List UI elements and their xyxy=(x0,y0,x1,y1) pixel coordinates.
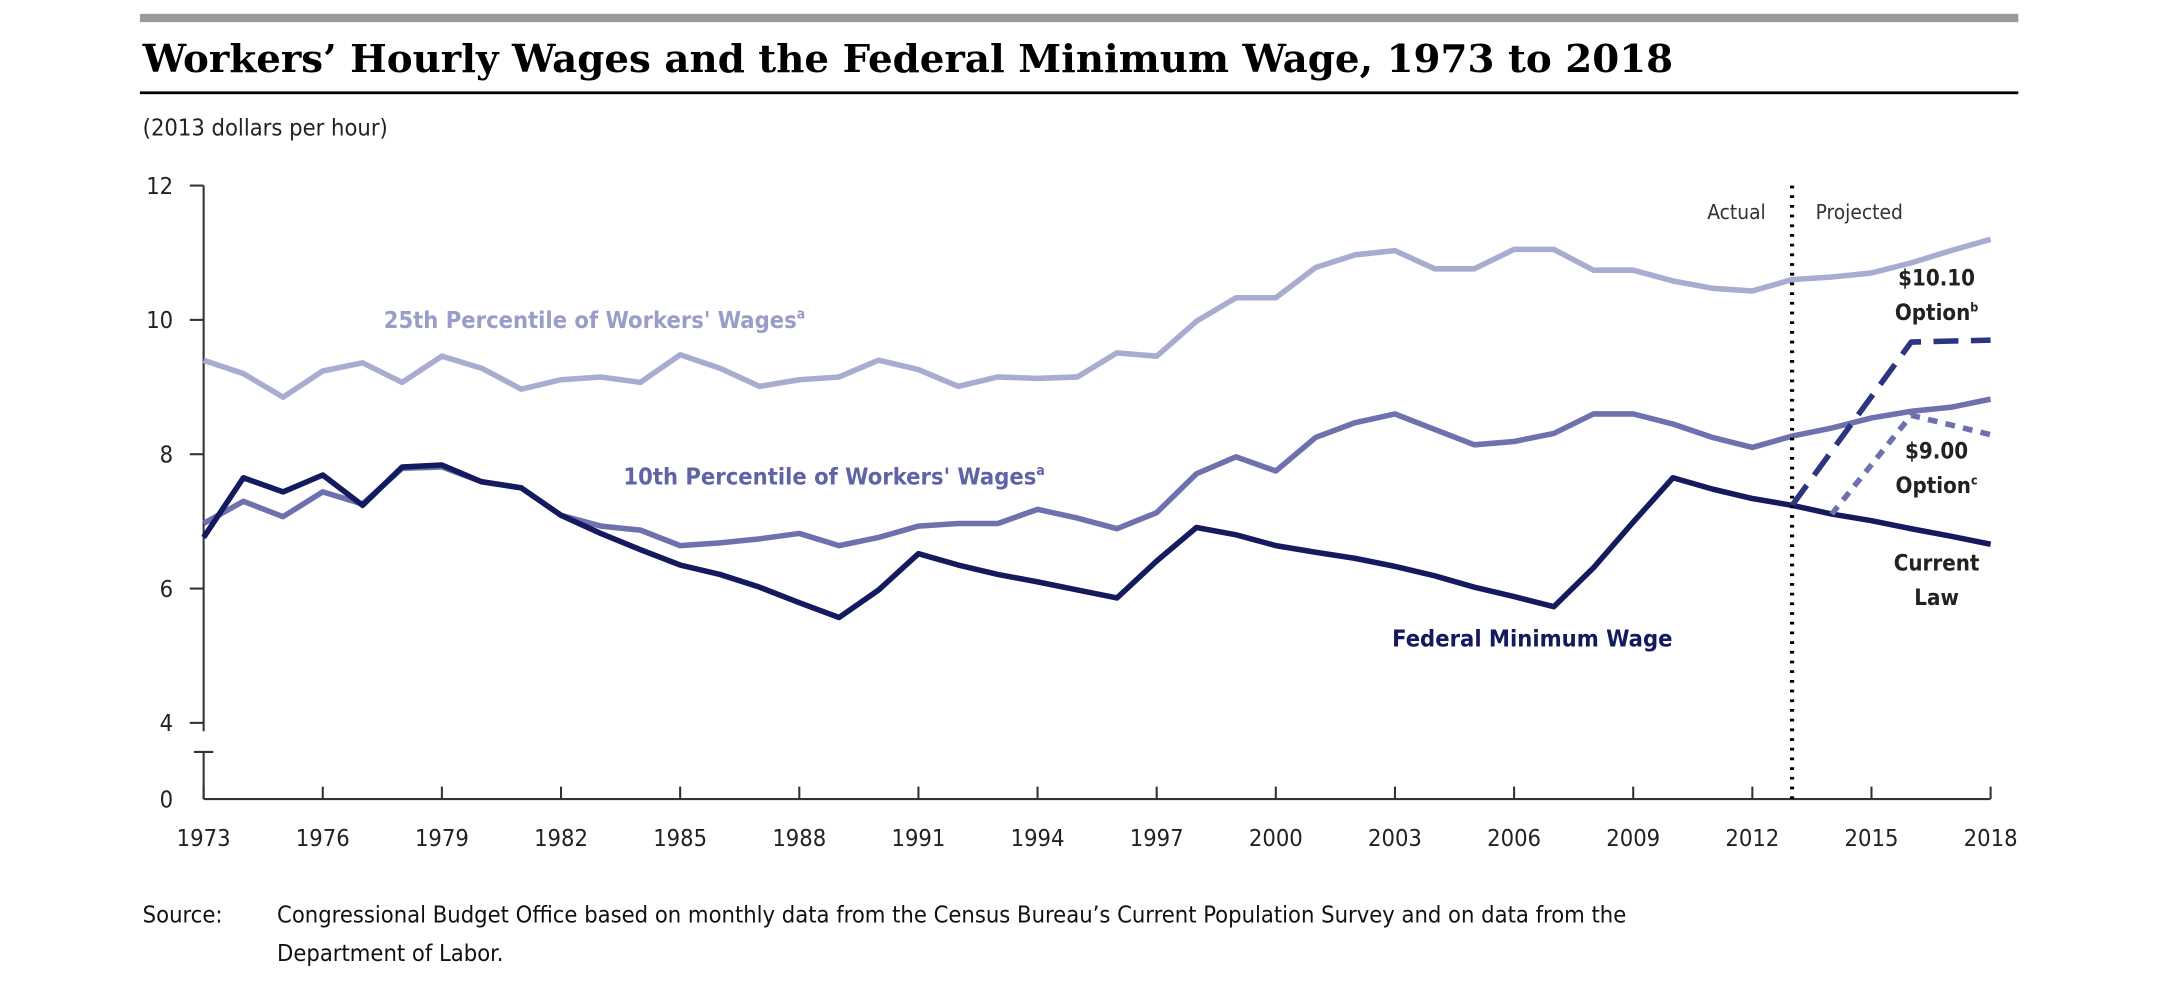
x-tick-label: 2012 xyxy=(1725,824,1779,852)
source-note: Source: Congressional Budget Office base… xyxy=(143,900,1627,967)
series-lines xyxy=(201,236,1992,621)
x-tick-label: 2003 xyxy=(1368,824,1422,852)
units-label: (2013 dollars per hour) xyxy=(143,114,388,142)
label-1010-option-line1: $10.10 xyxy=(1898,265,1975,291)
actual-label: Actual xyxy=(1707,200,1765,224)
x-tick-label: 2009 xyxy=(1606,824,1660,852)
x-tick-label: 1997 xyxy=(1130,824,1184,852)
y-tick-label: 6 xyxy=(160,575,173,603)
series-line--9-00-option xyxy=(1829,412,1992,516)
y-tick-label: 12 xyxy=(146,172,173,200)
axes: 0 4 6 8 10 12 1973 1976 1979 1982 1985 1988 1991 1994… xyxy=(146,172,2017,852)
x-tick-label: 1982 xyxy=(534,824,588,852)
series-line-federal-minimum-wage xyxy=(201,462,1992,621)
label-900-option-line1: $9.00 xyxy=(1905,438,1968,464)
x-tick-label: 1994 xyxy=(1011,824,1065,852)
series-line--10-10-option xyxy=(1789,337,1991,507)
label-900-option-line2: Optionc xyxy=(1896,473,1978,499)
y-tick-label: 4 xyxy=(160,709,173,737)
y-tick-label: 8 xyxy=(160,441,173,469)
source-text-line1: Congressional Budget Office based on mon… xyxy=(277,900,1626,928)
label-current-law-line2: Law xyxy=(1914,585,1959,611)
x-tick-label: 2018 xyxy=(1964,824,2018,852)
title-rule xyxy=(139,91,2019,95)
label-10th-percentile: 10th Percentile of Workers' Wagesa xyxy=(623,463,1044,491)
top-rule xyxy=(139,13,2019,23)
projected-label: Projected xyxy=(1816,200,1903,224)
x-tick-label: 2000 xyxy=(1249,824,1303,852)
x-tick-label: 1988 xyxy=(772,824,826,852)
chart-title: Workers’ Hourly Wages and the Federal Mi… xyxy=(142,37,1673,82)
divider: Actual Projected xyxy=(1707,185,1903,800)
source-text-line2: Department of Labor. xyxy=(277,939,503,967)
series-line-25th-percentile-of-workers-wages xyxy=(202,236,1992,400)
x-tick-label: 2006 xyxy=(1487,824,1541,852)
x-tick-label: 2015 xyxy=(1845,824,1899,852)
x-tick-label: 1991 xyxy=(891,824,945,852)
x-tick-label: 1973 xyxy=(177,824,231,852)
y-tick-label: 10 xyxy=(146,306,173,334)
label-25th-percentile: 25th Percentile of Workers' Wagesa xyxy=(384,306,805,334)
series-line-10th-percentile-of-workers-wages xyxy=(202,396,1992,549)
x-tick-label: 1979 xyxy=(415,824,469,852)
source-label: Source: xyxy=(143,900,223,928)
x-tick-label: 1985 xyxy=(653,824,707,852)
series-labels: 25th Percentile of Workers' Wagesa 10th … xyxy=(384,265,1980,652)
y-tick-label: 0 xyxy=(160,785,173,813)
x-tick-label: 1976 xyxy=(296,824,350,852)
label-current-law-line1: Current xyxy=(1894,551,1980,577)
label-1010-option-line2: Optionb xyxy=(1895,300,1979,326)
label-federal-minimum-wage: Federal Minimum Wage xyxy=(1392,625,1672,653)
